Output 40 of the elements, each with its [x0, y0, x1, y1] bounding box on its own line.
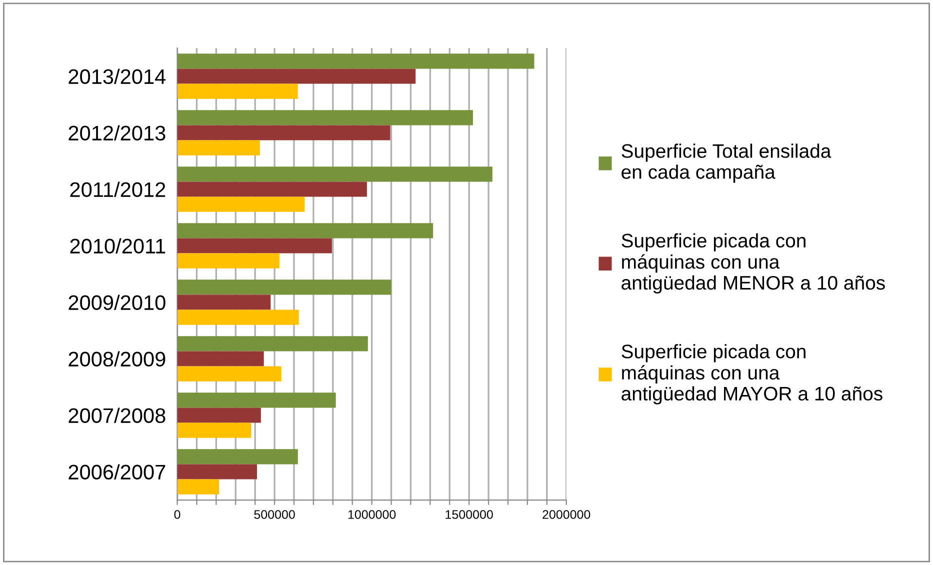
legend-label: Superficie picada con máquinas con una antigüedad MENOR a 10 años: [622, 233, 885, 294]
bar: [177, 479, 220, 494]
bar: [177, 54, 534, 69]
bar: [177, 464, 258, 480]
y-tick-label: 2008/2009: [68, 351, 166, 367]
bar: [177, 351, 264, 366]
bar: [177, 140, 260, 156]
bar: [177, 336, 368, 352]
x-tick-label: 0: [174, 510, 180, 519]
x-tick-label: 1000000: [348, 510, 396, 519]
bar: [177, 238, 332, 254]
y-tick-label: 2006/2007: [68, 464, 166, 480]
x-tick-label: 500000: [254, 510, 295, 519]
bar: [177, 422, 252, 438]
legend-label: Superficie picada con máquinas con una antigüedad MAYOR a 10 años: [622, 344, 882, 404]
bar: [177, 366, 282, 382]
bar: [177, 182, 367, 197]
legend-label: Superficie Total ensilada en cada campaña: [622, 144, 832, 183]
bar: [177, 280, 392, 295]
bar: [177, 110, 473, 126]
y-tick-label: 2012/2013: [68, 125, 166, 141]
y-tick-label: 2007/2008: [68, 408, 166, 424]
bar: [177, 392, 336, 408]
bar: [177, 125, 390, 140]
bar: [177, 294, 271, 310]
bar: [177, 84, 298, 99]
x-tick-label: 1500000: [446, 510, 493, 519]
y-tick-label: 2011/2012: [70, 182, 166, 198]
y-tick-label: 2013/2014: [68, 68, 166, 84]
bar: [177, 196, 305, 212]
bar: [177, 310, 299, 325]
y-tick-label: 2010/2011: [70, 238, 166, 254]
y-tick-label: 2009/2010: [68, 294, 166, 310]
x-tick-label: 2000000: [542, 510, 590, 519]
bar: [177, 449, 298, 464]
bar: [177, 408, 261, 423]
bar: [177, 223, 434, 238]
bar: [177, 166, 492, 182]
bar: [177, 68, 416, 84]
bar: [177, 253, 280, 268]
